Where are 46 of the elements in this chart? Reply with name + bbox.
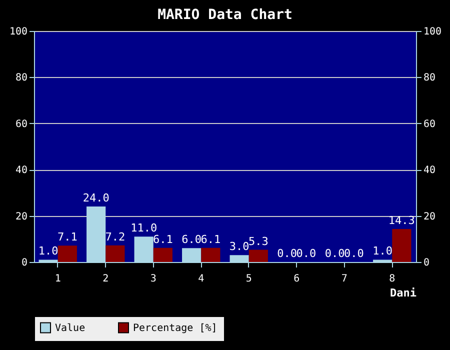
- chart-title: MARIO Data Chart: [158, 7, 292, 23]
- x-tick-label: 1: [54, 274, 61, 284]
- data-label: 1.0: [38, 244, 58, 258]
- data-label: 6.1: [200, 232, 221, 246]
- bar: [201, 248, 220, 262]
- y2-tick-label: 80: [424, 72, 436, 84]
- bar: [248, 250, 268, 262]
- data-label: 7.1: [57, 230, 78, 244]
- y2-tick-label: 60: [424, 118, 436, 130]
- x-tick-label: 4: [198, 274, 204, 284]
- legend-label: Percentage [%]: [133, 322, 218, 334]
- x-tick-label: 2: [102, 274, 109, 284]
- data-label: 3.0: [229, 240, 250, 254]
- x-tick-label: 5: [246, 274, 252, 284]
- x-tick-label: 6: [294, 274, 300, 284]
- x-axis-title: Dani: [390, 286, 417, 300]
- x-tick-label: 8: [389, 274, 396, 284]
- y-tick-label: 100: [9, 26, 28, 38]
- data-label: 0.0: [296, 247, 316, 260]
- data-label: 14.3: [388, 214, 415, 227]
- bar: [153, 248, 172, 262]
- x-tick-label: 3: [150, 274, 156, 284]
- data-label: 6.1: [152, 232, 173, 246]
- data-label: 0.0: [344, 247, 364, 260]
- data-label: 6.0: [182, 233, 202, 246]
- data-label: 5.3: [248, 234, 268, 248]
- data-label: 24.0: [82, 192, 110, 205]
- data-label: 0.0: [277, 247, 298, 260]
- data-label: 7.2: [105, 230, 126, 244]
- legend-label: Value: [55, 322, 86, 334]
- y-tick-label: 0: [21, 258, 28, 268]
- y-tick-label: 60: [15, 118, 28, 130]
- data-label: 0.0: [324, 247, 345, 260]
- y-tick-label: 40: [15, 165, 28, 176]
- y2-tick-label: 0: [424, 258, 430, 268]
- y-tick-label: 20: [15, 211, 28, 222]
- y2-tick-label: 100: [424, 26, 442, 38]
- data-label: 11.0: [130, 222, 158, 235]
- bar: [392, 228, 412, 262]
- y-tick-label: 80: [15, 72, 28, 84]
- y2-tick-label: 20: [424, 211, 436, 222]
- y2-tick-label: 40: [424, 165, 436, 176]
- data-label: 1.0: [372, 244, 393, 258]
- bar: [58, 246, 77, 262]
- x-tick-label: 7: [341, 274, 348, 284]
- bar: [106, 245, 125, 262]
